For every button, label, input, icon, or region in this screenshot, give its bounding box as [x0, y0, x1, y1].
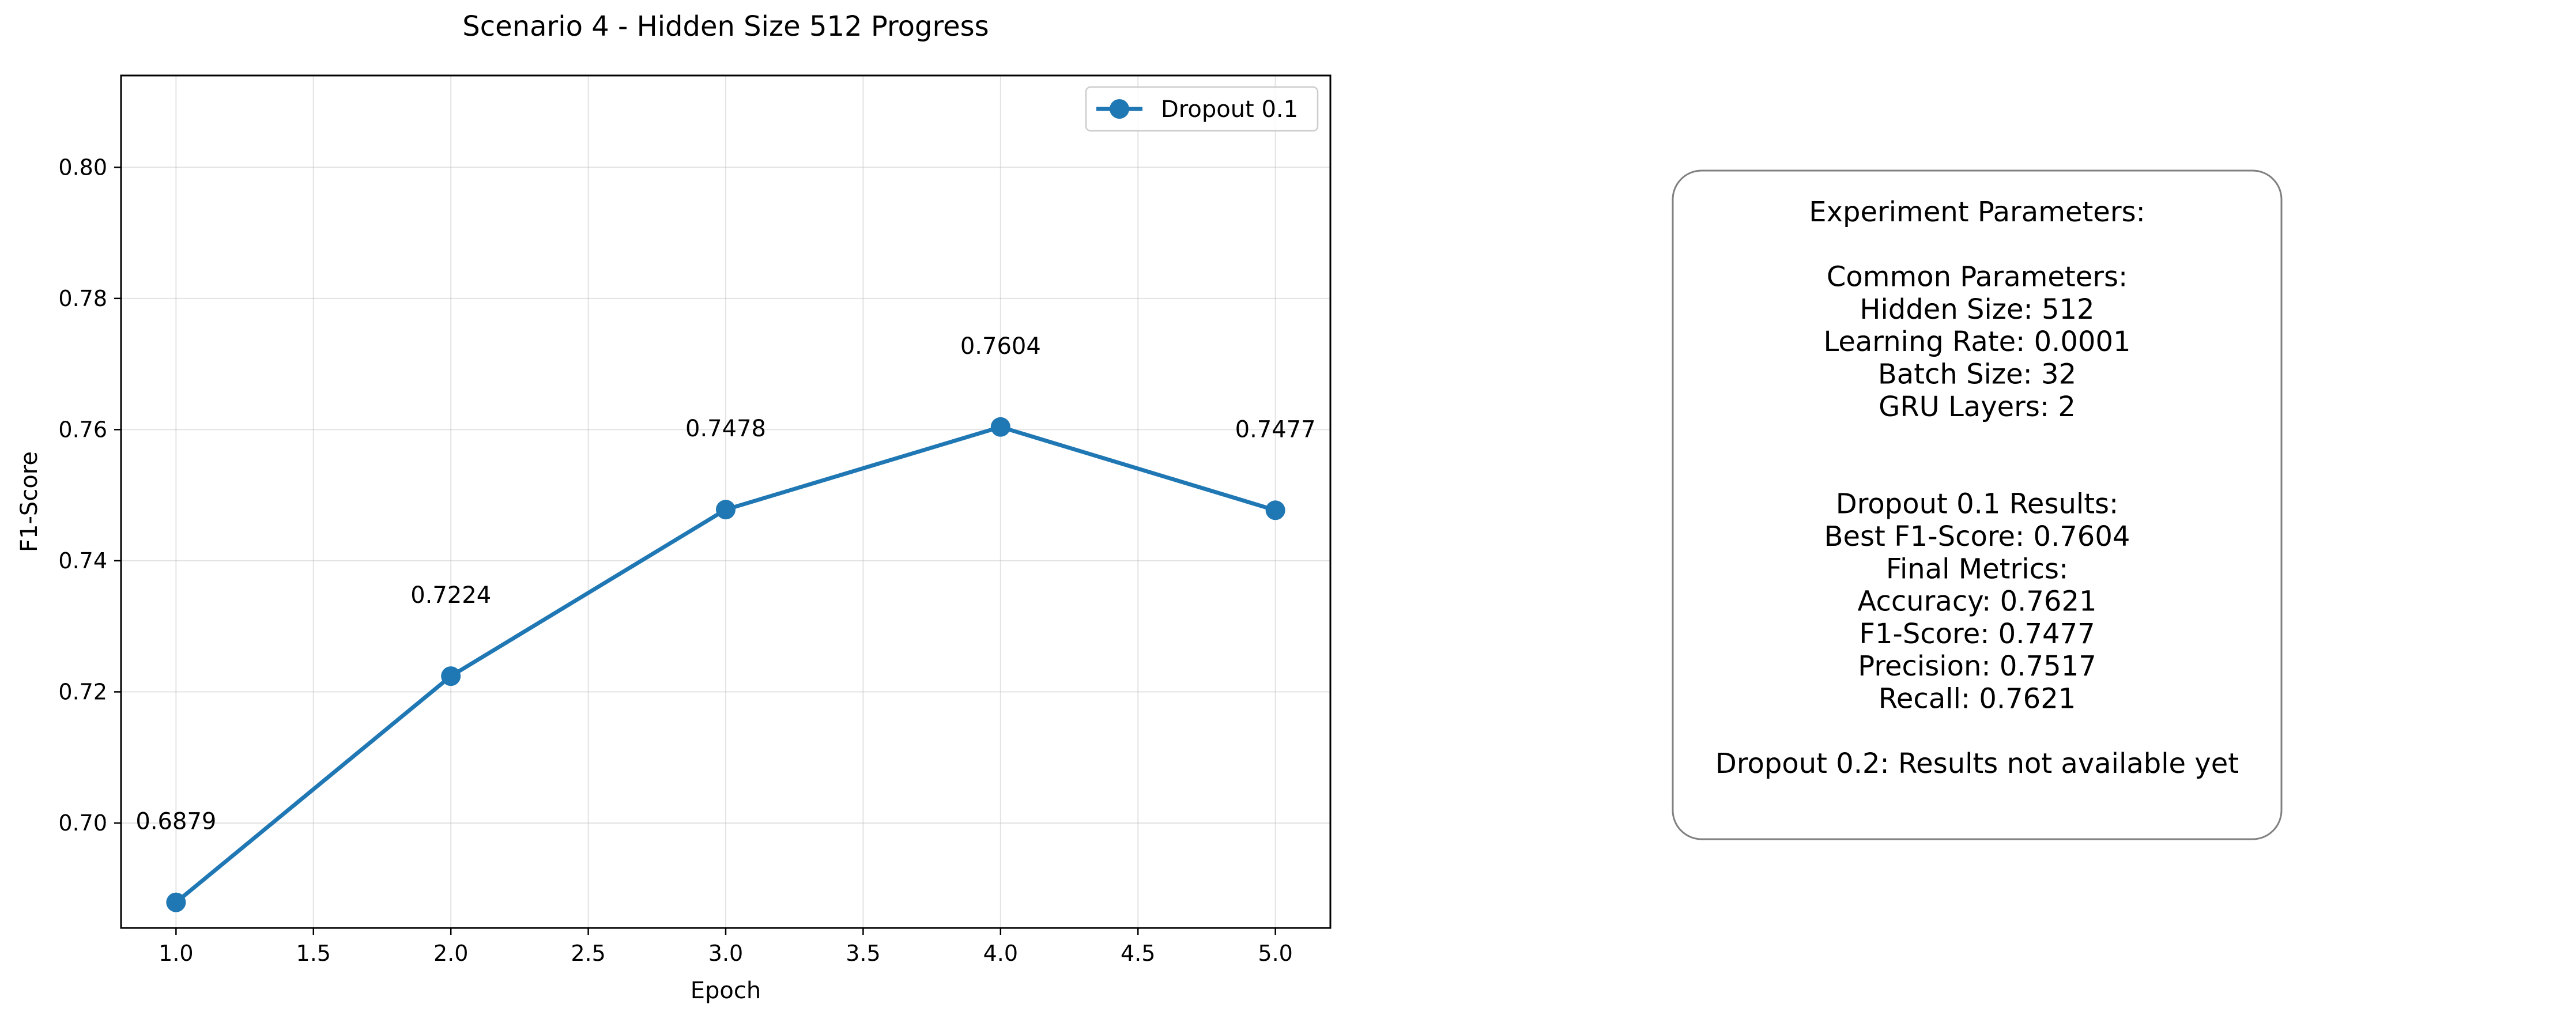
- legend-label: Dropout 0.1: [1161, 96, 1298, 123]
- data-label: 0.7477: [1235, 416, 1316, 443]
- info-line: GRU Layers: 2: [1879, 391, 2076, 423]
- info-line: Common Parameters:: [1827, 261, 2128, 293]
- data-point: [1265, 500, 1285, 520]
- info-line: F1-Score: 0.7477: [1859, 618, 2095, 650]
- chart: Scenario 4 - Hidden Size 512 Progress 1.0…: [16, 10, 1332, 1004]
- info-line: Recall: 0.7621: [1879, 683, 2076, 715]
- y-tick-label: 0.72: [58, 679, 107, 704]
- y-tick-label: 0.74: [58, 548, 107, 573]
- x-tick-label: 2.5: [571, 941, 605, 966]
- x-axis-label: Epoch: [691, 978, 761, 1004]
- info-line: Precision: 0.7517: [1858, 650, 2096, 682]
- x-tick-label: 3.5: [846, 941, 880, 966]
- y-tick-label: 0.76: [58, 417, 107, 442]
- data-label: 0.6879: [135, 809, 216, 835]
- data-point: [441, 666, 461, 686]
- info-box-frame: [1672, 169, 2283, 840]
- y-tick-label: 0.78: [58, 286, 107, 311]
- y-axis-label: F1-Score: [16, 451, 43, 552]
- x-tick-label: 1.5: [296, 941, 331, 966]
- y-tick-label: 0.70: [58, 810, 107, 836]
- info-line: Final Metrics:: [1886, 553, 2068, 585]
- info-line: Dropout 0.1 Results:: [1836, 488, 2118, 520]
- x-tick-label: 4.0: [983, 941, 1018, 966]
- info-line: Best F1-Score: 0.7604: [1824, 520, 2130, 553]
- x-tick-label: 4.5: [1121, 941, 1155, 966]
- x-tick-label: 3.0: [708, 941, 743, 966]
- data-label: 0.7478: [685, 416, 766, 442]
- data-label: 0.7224: [410, 582, 491, 609]
- x-tick-label: 1.0: [159, 941, 193, 966]
- x-tick-label: 5.0: [1258, 941, 1292, 966]
- data-point: [990, 417, 1010, 437]
- legend: Dropout 0.1: [1085, 86, 1319, 132]
- data-point: [716, 500, 736, 520]
- y-tick-label: 0.80: [58, 154, 107, 180]
- experiment-parameters-box: Experiment Parameters: Common Parameters:…: [1672, 169, 2283, 840]
- info-line: Batch Size: 32: [1878, 358, 2076, 391]
- info-line: Hidden Size: 512: [1860, 293, 2094, 326]
- legend-frame: [1085, 86, 1319, 132]
- info-line: Experiment Parameters:: [1809, 196, 2145, 228]
- chart-title: Scenario 4 - Hidden Size 512 Progress: [462, 10, 989, 43]
- info-line: Accuracy: 0.7621: [1857, 586, 2096, 618]
- axes-frame: [120, 74, 1332, 929]
- x-tick-label: 2.0: [433, 941, 468, 966]
- data-label: 0.7604: [960, 333, 1041, 360]
- data-point: [166, 892, 186, 912]
- legend-marker: [1110, 99, 1129, 119]
- info-line: Dropout 0.2: Results not available yet: [1715, 748, 2239, 780]
- info-line: Learning Rate: 0.0001: [1823, 326, 2130, 358]
